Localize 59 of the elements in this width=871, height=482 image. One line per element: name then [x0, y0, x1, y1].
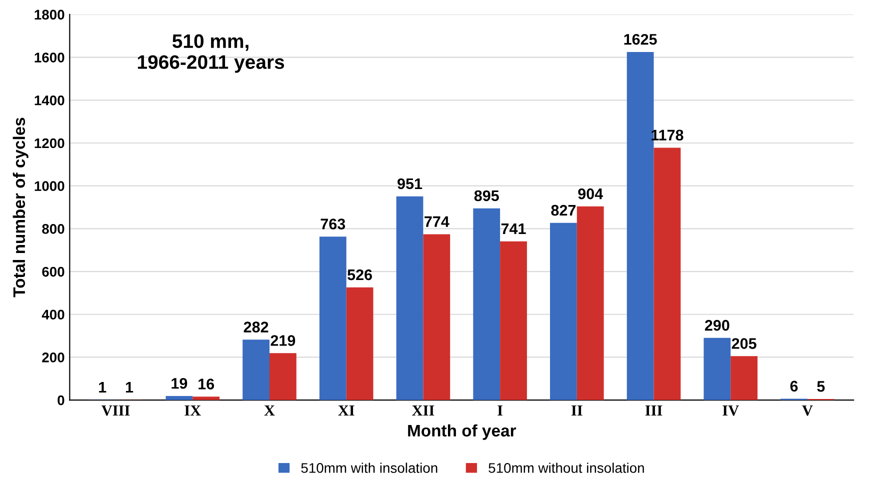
x-tick-label: IV: [722, 406, 739, 416]
bar: [270, 353, 296, 400]
x-tick-label: IX: [184, 406, 201, 416]
data-label: 19: [172, 378, 188, 389]
bar: [319, 236, 346, 400]
bar: [576, 206, 604, 400]
data-label: 741: [501, 223, 526, 234]
bar: [473, 208, 500, 400]
data-label: 1: [126, 382, 134, 393]
data-label: 6: [790, 380, 798, 392]
data-label: 5: [817, 381, 825, 392]
bar: [192, 396, 220, 400]
bar: [550, 222, 577, 400]
data-label: 205: [732, 338, 756, 349]
x-tick-label: I: [498, 406, 503, 416]
data-label: 763: [320, 218, 346, 230]
data-label: 1: [99, 382, 106, 393]
y-tick-label: 0: [58, 395, 64, 406]
y-tick-label: 400: [42, 310, 64, 320]
bar: [704, 338, 731, 400]
x-tick-label: II: [571, 406, 582, 416]
data-label: 1625: [624, 34, 657, 45]
data-label: 951: [398, 178, 422, 190]
bar: [346, 287, 374, 400]
data-label: 526: [348, 269, 372, 280]
bar: [730, 356, 758, 400]
bar: [500, 241, 527, 400]
data-label: 904: [578, 188, 604, 200]
y-tick-label: 800: [42, 224, 64, 234]
data-label: 290: [704, 320, 730, 331]
bar: [242, 340, 270, 400]
data-label: 895: [474, 190, 499, 202]
x-tick-label: X: [264, 406, 275, 416]
bar: [654, 148, 681, 400]
y-tick-label: 1200: [34, 138, 64, 148]
data-label: 827: [551, 204, 576, 216]
y-tick-label: 1000: [34, 181, 64, 192]
data-label: 774: [424, 216, 450, 227]
y-tick-label: 600: [42, 266, 64, 277]
y-axis-title: Total number of cycles: [12, 118, 28, 298]
y-tick-label: 200: [42, 352, 64, 362]
x-tick-label: XI: [338, 406, 354, 416]
annotation: 510 mm, 1966-2011 years: [138, 34, 284, 73]
bar: [423, 234, 450, 400]
bar: [166, 396, 193, 400]
legend-label: 510mm with insolation: [301, 462, 438, 473]
data-label: 16: [198, 378, 214, 390]
x-tick-label: III: [645, 406, 662, 416]
data-label: 282: [244, 322, 268, 332]
y-tick-label: 1600: [34, 52, 64, 62]
x-axis-title: Month of year: [408, 424, 516, 440]
legend-label: 510mm without insolation: [488, 462, 644, 473]
x-tick-label: VIII: [102, 406, 130, 416]
x-tick-label: V: [802, 406, 813, 416]
y-tick-label: 1400: [34, 95, 64, 106]
data-label: 219: [270, 335, 296, 346]
x-tick-label: XII: [412, 406, 434, 416]
bar: [396, 196, 424, 400]
y-tick-label: 1800: [34, 10, 64, 20]
